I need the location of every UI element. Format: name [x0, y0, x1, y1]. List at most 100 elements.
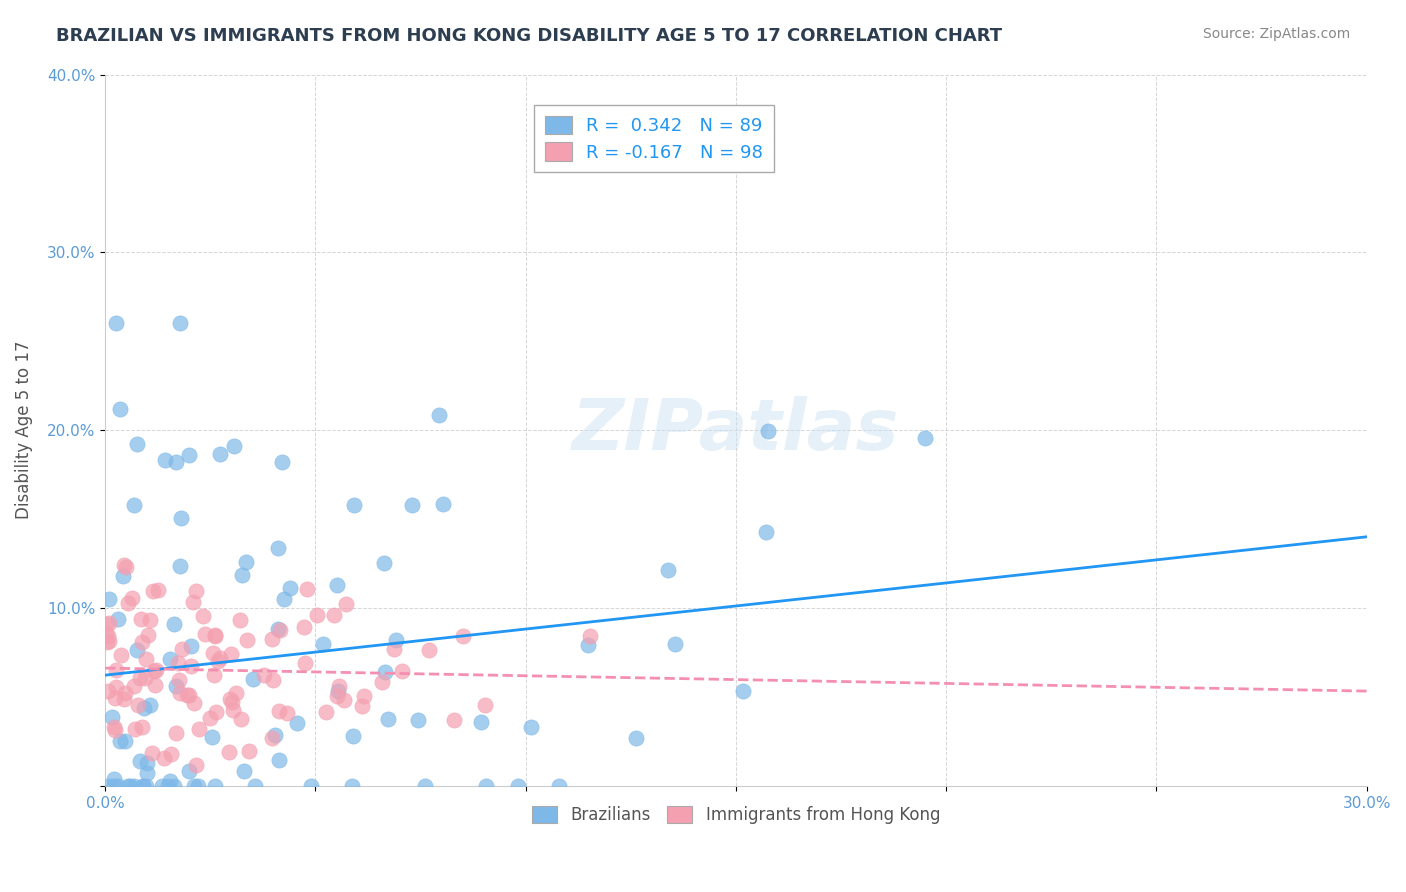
Point: [219, 647, 242, 661]
Point: [208, 650, 231, 665]
Point: [269, 623, 291, 637]
Point: [204, 779, 226, 793]
Point: [105, 317, 128, 331]
Point: [169, 559, 191, 574]
Point: [153, 452, 176, 467]
Point: [104, 680, 127, 694]
Point: [276, 706, 298, 720]
Point: [285, 715, 308, 730]
Point: [146, 583, 169, 598]
Point: [299, 779, 322, 793]
Point: [134, 671, 156, 685]
Point: [236, 633, 259, 648]
Point: [506, 779, 529, 793]
Point: [238, 744, 260, 758]
Point: [391, 664, 413, 678]
Point: [382, 642, 405, 657]
Point: [165, 679, 187, 693]
Point: [184, 584, 207, 599]
Point: [132, 779, 155, 793]
Point: [413, 779, 436, 793]
Point: [385, 633, 408, 648]
Point: [94, 616, 117, 631]
Point: [333, 693, 356, 707]
Point: [141, 746, 163, 760]
Point: [219, 691, 242, 706]
Point: [221, 703, 243, 717]
Point: [121, 591, 143, 605]
Point: [122, 679, 145, 693]
Point: [103, 720, 125, 734]
Point: [326, 578, 349, 592]
Point: [579, 629, 602, 643]
Point: [229, 613, 252, 627]
Point: [118, 779, 141, 793]
Point: [225, 686, 247, 700]
Point: [127, 642, 149, 657]
Point: [432, 497, 454, 511]
Point: [371, 675, 394, 690]
Point: [340, 779, 363, 793]
Point: [165, 725, 187, 739]
Point: [180, 639, 202, 653]
Point: [427, 409, 450, 423]
Point: [105, 663, 128, 677]
Point: [451, 629, 474, 643]
Point: [221, 694, 243, 708]
Point: [136, 766, 159, 780]
Point: [97, 684, 120, 698]
Point: [104, 691, 127, 706]
Point: [187, 779, 209, 793]
Point: [207, 654, 229, 668]
Point: [914, 431, 936, 445]
Point: [218, 745, 240, 759]
Point: [177, 448, 200, 462]
Point: [401, 498, 423, 512]
Point: [373, 556, 395, 570]
Point: [132, 779, 155, 793]
Point: [624, 731, 647, 746]
Point: [205, 705, 228, 719]
Point: [139, 698, 162, 712]
Point: [165, 455, 187, 469]
Point: [132, 701, 155, 715]
Point: [170, 510, 193, 524]
Point: [107, 779, 129, 793]
Point: [167, 673, 190, 687]
Point: [143, 678, 166, 692]
Point: [184, 757, 207, 772]
Point: [264, 728, 287, 742]
Point: [418, 643, 440, 657]
Point: [262, 632, 284, 646]
Point: [474, 698, 496, 712]
Point: [271, 455, 294, 469]
Point: [117, 596, 139, 610]
Point: [755, 524, 778, 539]
Point: [474, 779, 496, 793]
Point: [180, 659, 202, 673]
Point: [160, 747, 183, 761]
Point: [170, 642, 193, 657]
Point: [98, 633, 121, 648]
Point: [235, 555, 257, 569]
Point: [224, 439, 246, 453]
Point: [198, 711, 221, 725]
Point: [194, 627, 217, 641]
Point: [520, 720, 543, 734]
Point: [129, 612, 152, 626]
Point: [114, 560, 136, 574]
Point: [242, 672, 264, 686]
Point: [176, 688, 198, 702]
Point: [183, 697, 205, 711]
Point: [312, 637, 335, 651]
Point: [131, 635, 153, 649]
Point: [188, 723, 211, 737]
Point: [267, 753, 290, 767]
Point: [98, 779, 121, 793]
Point: [127, 437, 149, 451]
Point: [253, 667, 276, 681]
Point: [292, 619, 315, 633]
Point: [122, 498, 145, 512]
Point: [108, 734, 131, 748]
Point: [103, 779, 125, 793]
